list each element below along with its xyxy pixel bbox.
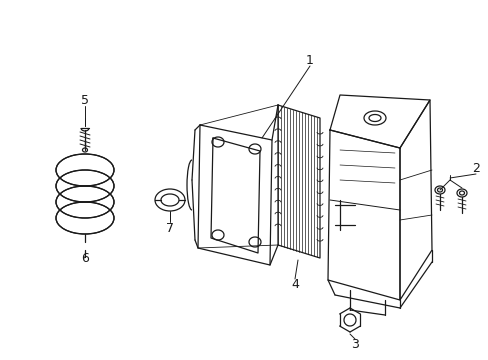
Text: 4: 4 <box>290 279 298 292</box>
Text: 7: 7 <box>165 221 174 234</box>
Text: 6: 6 <box>81 252 89 265</box>
Text: 5: 5 <box>81 94 89 107</box>
Text: 2: 2 <box>471 162 479 175</box>
Text: 3: 3 <box>350 338 358 351</box>
Text: 1: 1 <box>305 54 313 67</box>
